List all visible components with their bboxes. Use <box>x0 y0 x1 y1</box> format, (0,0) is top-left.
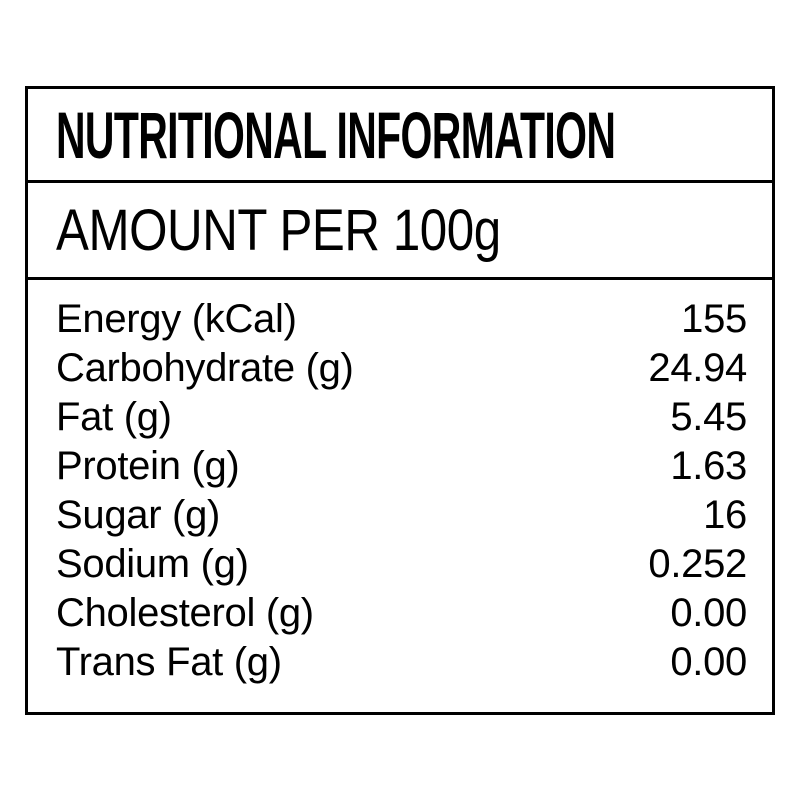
nutrient-table: Energy (kCal) 155 Carbohydrate (g) 24.94… <box>28 280 772 712</box>
nutrient-name: Trans Fat (g) <box>56 640 282 684</box>
nutrient-name: Energy (kCal) <box>56 297 297 341</box>
serving-basis-text: AMOUNT PER 100g <box>56 197 501 263</box>
nutrient-value: 1.63 <box>670 444 747 488</box>
nutrient-value: 155 <box>681 297 747 341</box>
nutrition-label: NUTRITIONAL INFORMATION AMOUNT PER 100g … <box>25 86 775 715</box>
nutrient-name: Protein (g) <box>56 444 240 488</box>
nutrient-row: Protein (g) 1.63 <box>56 442 747 491</box>
nutrient-value: 0.00 <box>670 640 747 684</box>
nutrient-row: Trans Fat (g) 0.00 <box>56 638 747 687</box>
nutrient-value: 16 <box>703 493 747 537</box>
nutrient-name: Sugar (g) <box>56 493 221 537</box>
nutrition-label-title: NUTRITIONAL INFORMATION <box>56 97 616 172</box>
nutrient-name: Cholesterol (g) <box>56 591 314 635</box>
nutrient-row: Sodium (g) 0.252 <box>56 540 747 589</box>
nutrient-row: Cholesterol (g) 0.00 <box>56 589 747 638</box>
nutrient-name: Fat (g) <box>56 395 172 439</box>
serving-basis-section: AMOUNT PER 100g <box>28 183 772 280</box>
nutrition-label-header: NUTRITIONAL INFORMATION <box>28 89 772 183</box>
nutrient-row: Carbohydrate (g) 24.94 <box>56 344 747 393</box>
nutrient-name: Carbohydrate (g) <box>56 346 354 390</box>
nutrient-value: 24.94 <box>648 346 747 390</box>
nutrient-row: Sugar (g) 16 <box>56 491 747 540</box>
nutrient-row: Energy (kCal) 155 <box>56 295 747 344</box>
nutrient-row: Fat (g) 5.45 <box>56 393 747 442</box>
nutrient-value: 0.00 <box>670 591 747 635</box>
nutrient-name: Sodium (g) <box>56 542 249 586</box>
nutrient-value: 0.252 <box>648 542 747 586</box>
nutrient-value: 5.45 <box>670 395 747 439</box>
